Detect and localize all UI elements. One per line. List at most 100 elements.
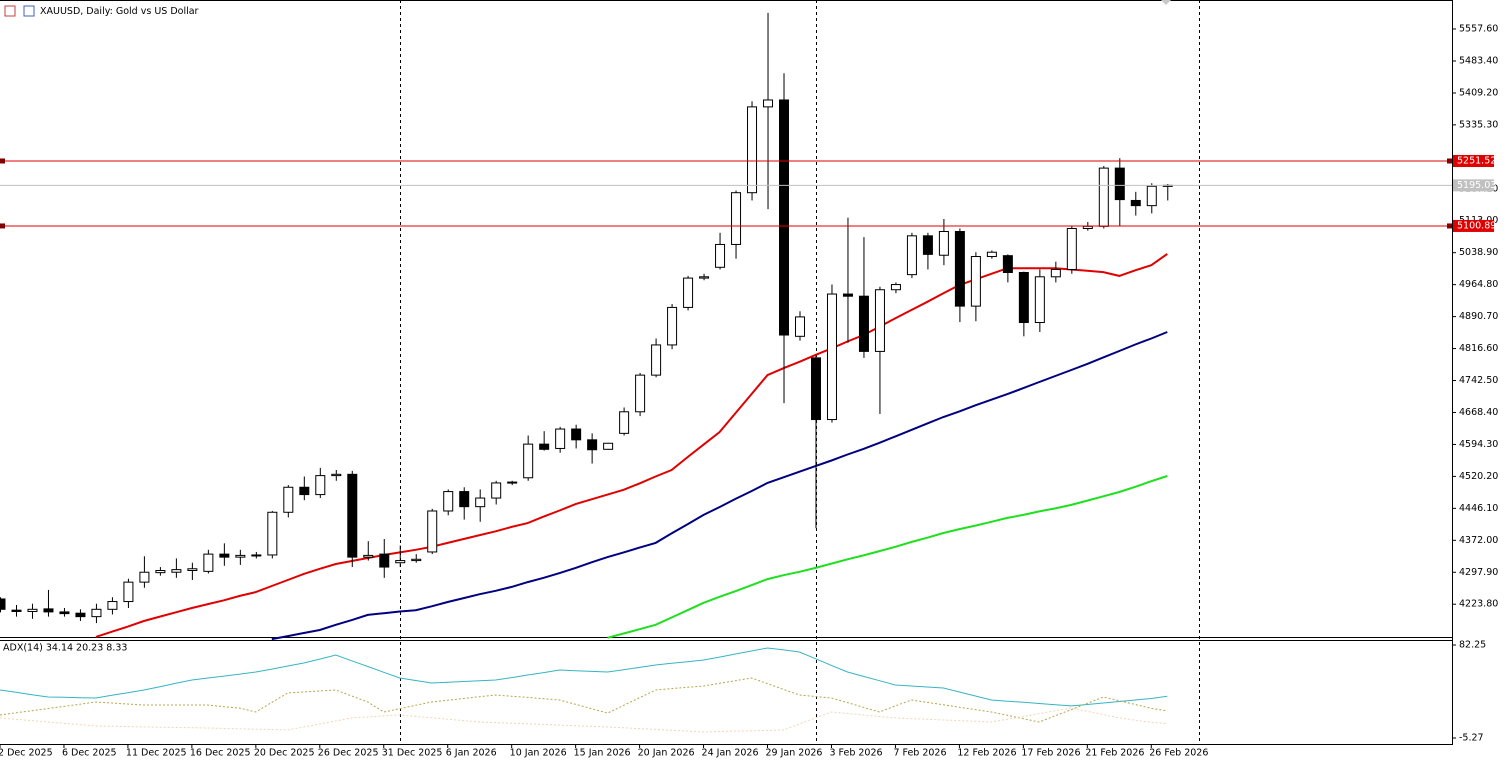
level-handle (0, 223, 5, 229)
y-tick-label: 5483.40 (1459, 55, 1498, 66)
y-tick-label: 4594.30 (1459, 439, 1498, 450)
price-label-box (1453, 179, 1494, 192)
candle-body (603, 442, 614, 450)
candle-body (635, 374, 646, 413)
candle-body (155, 569, 166, 574)
candle-body (587, 439, 598, 451)
x-tick-label: 29 Jan 2026 (766, 748, 823, 759)
candle-body (43, 608, 54, 613)
indicator-line (0, 647, 1168, 707)
candle-body (731, 192, 742, 245)
candle-body (187, 568, 198, 571)
y-tick-label: 5335.30 (1459, 119, 1498, 130)
candle-body (411, 558, 422, 562)
candle-body (810, 357, 821, 421)
candle-body (91, 608, 102, 618)
x-tick-label: 7 Feb 2026 (893, 748, 946, 759)
candle-body (667, 306, 678, 346)
y-tick-label: 4890.70 (1459, 311, 1498, 322)
candle-body (251, 554, 262, 557)
candle-body (27, 608, 38, 612)
x-tick-label: 2 Dec 2025 (0, 748, 53, 759)
candle-body (1050, 268, 1061, 278)
candle-body (763, 99, 774, 108)
candle-body (299, 486, 310, 496)
candle-body (75, 612, 86, 618)
indicator-line (95, 253, 1168, 638)
candle-body (1018, 271, 1029, 324)
indicator-line (0, 707, 1168, 733)
y-tick-label: 82.25 (1459, 640, 1486, 651)
x-tick-label: 24 Jan 2026 (702, 748, 759, 759)
y-tick-label: 4668.40 (1459, 407, 1498, 418)
candle-body (363, 554, 374, 558)
x-tick-label: 31 Dec 2025 (382, 748, 443, 759)
candle-body (842, 293, 853, 297)
labels: XAUUSD, Daily: Gold vs US Dollar ADX(14)… (0, 6, 1496, 759)
candle-body (475, 497, 486, 508)
x-tick-label: 26 Feb 2026 (1149, 748, 1208, 759)
candle-body (1002, 255, 1013, 273)
candle-body (443, 491, 454, 512)
y-tick-label: 5038.90 (1459, 247, 1498, 258)
x-tick-label: 26 Dec 2025 (318, 748, 379, 759)
candle-body (922, 235, 933, 255)
candle-body (683, 277, 694, 308)
candle-body (331, 473, 342, 477)
price-label-box (1453, 154, 1494, 167)
candle-body (986, 251, 997, 258)
y-tick-label: 4372.00 (1459, 535, 1498, 546)
price-label: 5100.89 (1457, 220, 1496, 231)
candle-body (954, 231, 965, 307)
indicator-line (271, 331, 1168, 641)
candle-body (571, 428, 582, 441)
x-tick-label: 16 Dec 2025 (190, 748, 251, 759)
candle-body (11, 609, 22, 612)
price-label: 5251.52 (1457, 155, 1496, 166)
y-tick-label: -5.27 (1459, 732, 1484, 743)
candle-body (379, 553, 390, 568)
candle-body (523, 443, 534, 479)
candle-body (1034, 276, 1045, 324)
y-tick-label: 4446.10 (1459, 503, 1498, 514)
y-tick-label: 4297.90 (1459, 567, 1498, 578)
price-label: 5195.03 (1457, 180, 1496, 191)
candle-body (283, 486, 294, 513)
candle-body (970, 256, 981, 307)
indicator-line (607, 475, 1168, 639)
candle-body (539, 443, 550, 450)
x-tick-label: 6 Dec 2025 (62, 748, 117, 759)
candle-body (507, 481, 518, 484)
candle-body (1146, 185, 1157, 207)
candle-body (427, 510, 438, 553)
symbol-icon (23, 5, 35, 17)
candle-body (858, 295, 869, 352)
level-handle (1447, 158, 1452, 164)
candle-body (938, 231, 949, 256)
x-tick-label: 20 Jan 2026 (638, 748, 695, 759)
x-tick-label: 21 Feb 2026 (1085, 748, 1144, 759)
x-tick-label: 12 Feb 2026 (957, 748, 1016, 759)
candle-body (1114, 167, 1125, 201)
x-tick-label: 11 Dec 2025 (126, 748, 187, 759)
candle-body (267, 511, 278, 556)
candle-body (795, 316, 805, 337)
candle-body (59, 611, 70, 615)
candle-body (715, 243, 726, 268)
x-tick-label: 6 Jan 2026 (446, 748, 497, 759)
y-tick-label: 4742.50 (1459, 375, 1498, 386)
chart-title: XAUUSD, Daily: Gold vs US Dollar (40, 6, 199, 17)
candle-body (1098, 167, 1109, 227)
candle-body (651, 344, 662, 376)
candle-body (906, 235, 917, 276)
candle-body (747, 106, 758, 194)
y-tick-label: 4223.80 (1459, 599, 1498, 610)
candle-body (219, 553, 230, 558)
candle-body (459, 491, 470, 508)
shift-marker (1161, 0, 1171, 5)
candle-body (699, 276, 710, 279)
candle-body (491, 482, 502, 499)
price-label-box (1453, 219, 1494, 232)
x-tick-label: 10 Jan 2026 (510, 748, 567, 759)
